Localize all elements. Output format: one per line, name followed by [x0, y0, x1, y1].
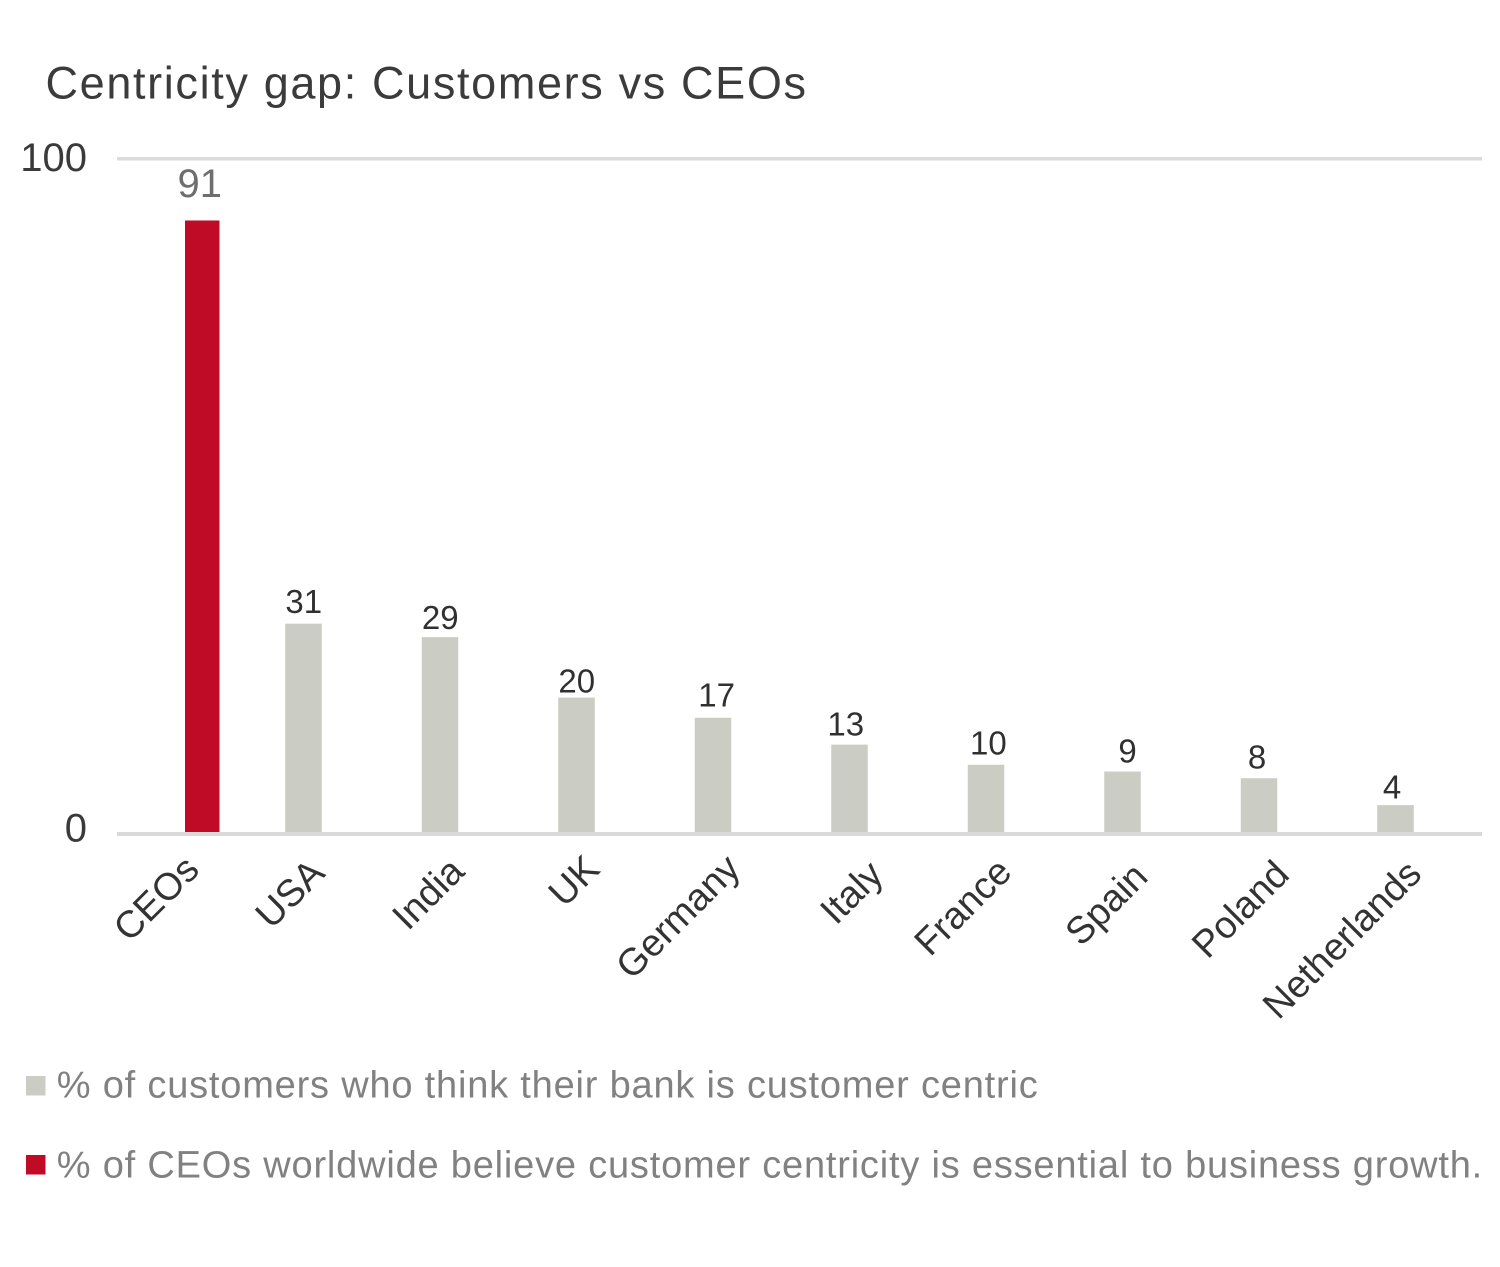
svg-text:Centricity gap: Customers vs C: Centricity gap: Customers vs CEOs	[46, 58, 808, 109]
svg-text:9: 9	[1118, 733, 1136, 770]
svg-text:0: 0	[65, 807, 87, 851]
svg-text:31: 31	[285, 583, 322, 620]
svg-text:10: 10	[970, 725, 1007, 762]
svg-text:13: 13	[827, 705, 864, 742]
svg-text:20: 20	[558, 662, 595, 699]
svg-text:% of CEOs worldwide believe cu: % of CEOs worldwide believe customer cen…	[57, 1145, 1483, 1187]
svg-text:17: 17	[698, 676, 735, 713]
svg-text:100: 100	[20, 136, 87, 180]
svg-text:8: 8	[1248, 738, 1266, 775]
svg-text:% of customers who think their: % of customers who think their bank is c…	[57, 1065, 1039, 1107]
svg-text:91: 91	[178, 162, 223, 206]
svg-text:4: 4	[1383, 769, 1401, 806]
svg-text:29: 29	[422, 599, 459, 636]
